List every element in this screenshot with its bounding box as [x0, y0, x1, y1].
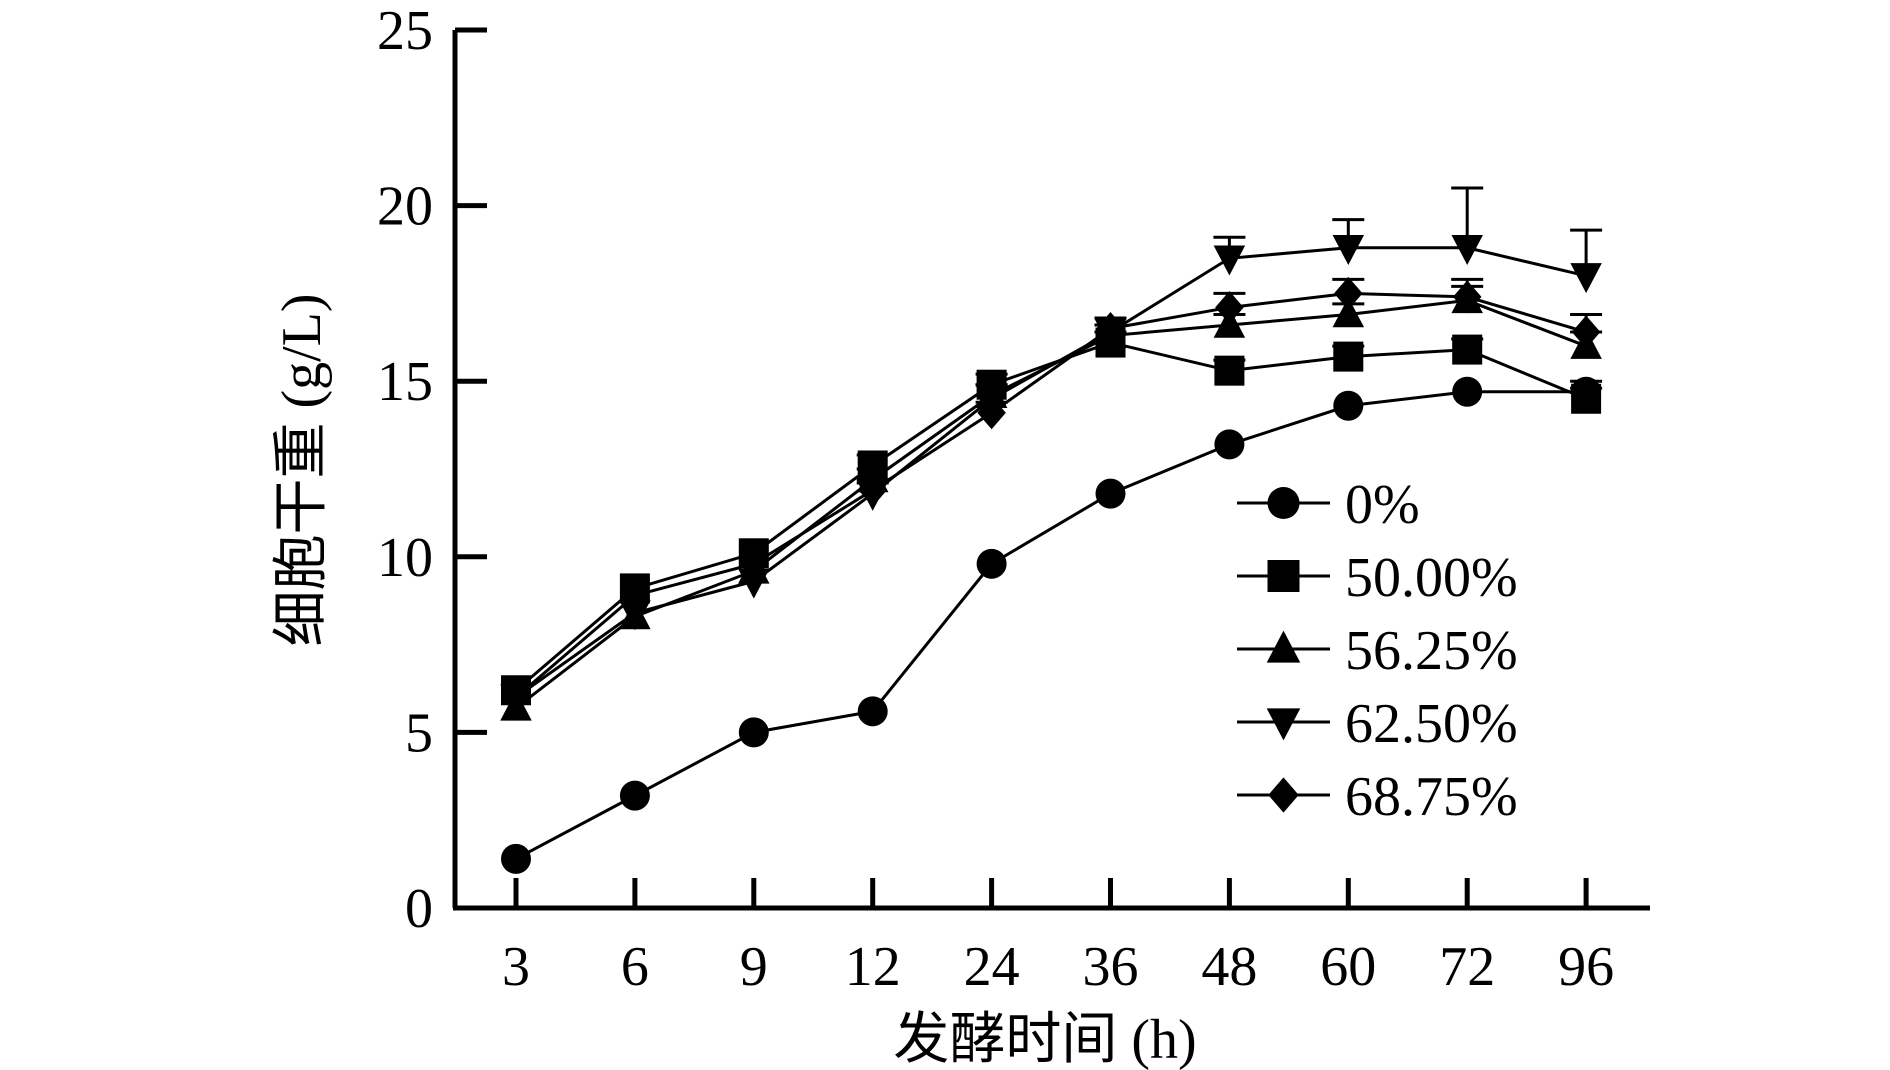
data-point	[858, 473, 887, 507]
x-tick-label: 3	[502, 936, 530, 998]
x-tick-label: 60	[1320, 936, 1376, 998]
legend: 0% 50.00% 56.25% 62.50% 68.75%	[1237, 474, 1518, 828]
data-point	[1334, 276, 1363, 310]
legend-entry: 50.00%	[1237, 547, 1518, 609]
legend-entry: 56.25%	[1237, 620, 1518, 682]
data-point	[738, 568, 770, 599]
y-tick-label: 15	[377, 351, 433, 413]
data-point	[977, 396, 1006, 430]
legend-marker-square	[1267, 560, 1300, 592]
data-point	[1332, 297, 1365, 328]
legend-label: 62.50%	[1345, 693, 1518, 755]
legend-label: 56.25%	[1345, 620, 1518, 682]
data-point	[1570, 263, 1602, 294]
data-point	[1571, 383, 1602, 414]
series-line	[515, 341, 1587, 692]
y-tick-label: 5	[405, 702, 433, 764]
data-point	[619, 780, 650, 811]
data-point	[1571, 315, 1601, 349]
data-point	[1452, 376, 1483, 407]
data-point	[857, 696, 888, 727]
legend-label: 0%	[1345, 474, 1420, 536]
data-point	[1333, 390, 1364, 421]
data-point	[738, 717, 769, 748]
y-axis-title: 细胞干重 (g/L)	[271, 293, 333, 646]
data-point	[1096, 312, 1125, 346]
series-line	[515, 246, 1587, 699]
data-point	[739, 547, 769, 581]
data-point	[501, 843, 531, 874]
legend-marker-diamond	[1268, 777, 1299, 813]
legend-marker-triangle-down	[1266, 708, 1301, 741]
data-point	[1215, 290, 1244, 324]
x-tick-label: 6	[621, 936, 649, 998]
data-point	[619, 600, 651, 631]
legend-label: 50.00%	[1345, 547, 1518, 609]
x-tick-label: 36	[1083, 936, 1139, 998]
data-point	[1213, 245, 1246, 276]
series-line	[515, 291, 1587, 699]
x-tick-label: 48	[1201, 936, 1257, 998]
data-point	[976, 548, 1007, 579]
legend-label: 68.75%	[1345, 766, 1518, 828]
series-circle	[501, 376, 1603, 874]
data-point	[1214, 355, 1245, 386]
y-tick-label: 25	[377, 0, 433, 62]
x-tick-label: 9	[740, 936, 768, 998]
legend-entry: 62.50%	[1237, 693, 1518, 755]
legend-marker-triangle-up	[1266, 630, 1301, 663]
data-point	[501, 680, 531, 714]
series-layer	[500, 186, 1603, 874]
legend-entry: 68.75%	[1237, 766, 1518, 828]
y-tick-label: 0	[405, 878, 433, 940]
data-point	[1332, 234, 1365, 265]
data-point	[1451, 234, 1483, 265]
data-point	[1214, 429, 1245, 460]
x-tick-label: 96	[1558, 936, 1614, 998]
data-point	[1333, 341, 1364, 372]
series-diamond	[501, 276, 1603, 714]
y-tick-label: 20	[377, 176, 433, 238]
data-point	[1452, 280, 1482, 314]
data-point	[1452, 334, 1483, 365]
x-tick-label: 24	[964, 936, 1020, 998]
data-point	[1095, 478, 1126, 509]
y-tick-label: 10	[377, 527, 433, 589]
data-point	[620, 578, 650, 612]
x-tick-label: 12	[845, 936, 901, 998]
x-tick-label: 72	[1439, 936, 1495, 998]
legend-entry: 0%	[1237, 474, 1420, 536]
x-axis-title: 发酵时间 (h)	[893, 1009, 1196, 1070]
series-line	[515, 390, 1587, 861]
legend-marker-circle	[1267, 487, 1300, 519]
